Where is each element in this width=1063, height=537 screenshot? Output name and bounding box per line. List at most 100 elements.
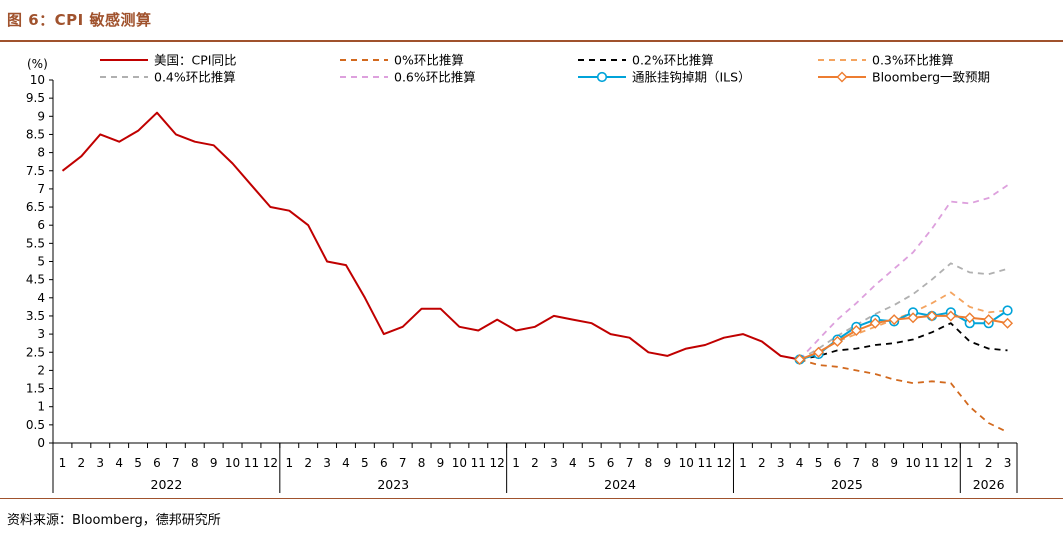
legend-item: 0.2%环比推算: [578, 53, 714, 68]
legend-label: 0.3%环比推算: [872, 53, 954, 68]
legend-item: 通胀挂钩掉期（ILS）: [578, 70, 751, 85]
legend-item: 0.3%环比推算: [818, 53, 954, 68]
x-year-label: 2023: [377, 477, 409, 492]
x-month-label: 1: [59, 456, 67, 470]
x-month-label: 2: [304, 456, 312, 470]
y-tick-label: 6: [37, 218, 45, 232]
y-tick-label: 1.5: [26, 382, 45, 396]
series-point: [1002, 305, 1013, 316]
x-month-label: 7: [853, 456, 861, 470]
x-month-label: 1: [739, 456, 747, 470]
legend-label: Bloomberg一致预期: [872, 70, 990, 85]
x-month-label: 3: [777, 456, 785, 470]
series-line: [799, 262, 1008, 361]
series-point: [945, 310, 957, 322]
y-tick-label: 4.5: [26, 273, 45, 287]
y-tick-label: 3: [37, 327, 45, 341]
x-month-label: 9: [210, 456, 218, 470]
y-tick-label: 8: [37, 146, 45, 160]
series-point: [831, 335, 843, 347]
x-month-label: 12: [943, 456, 958, 470]
x-month-label: 8: [191, 456, 199, 470]
y-tick-label: 5.5: [26, 236, 45, 250]
x-month-label: 3: [96, 456, 104, 470]
series-point: [907, 312, 919, 324]
axes-layer: 0 0.5 1 1.5 2 2.5 3 3.5 4 4.5 5 5.5 6 6.5 7 7.5 8 8.5 9 9.5…: [26, 73, 1018, 493]
x-month-label: 5: [588, 456, 596, 470]
series-line: [799, 358, 1008, 433]
y-tick-label: 4: [37, 291, 45, 305]
series-line: [799, 322, 1008, 361]
series-line: [61, 111, 800, 361]
x-month-label: 4: [569, 456, 577, 470]
x-month-label: 9: [663, 456, 671, 470]
series-7: [794, 310, 1014, 365]
series-point: [1002, 317, 1014, 329]
legend-item: 0.4%环比推算: [100, 70, 236, 85]
series-5: [798, 184, 1009, 361]
series-point: [836, 71, 848, 83]
x-month-label: 10: [452, 456, 467, 470]
y-axis-unit-label: (%): [27, 57, 48, 71]
legend-label: 通胀挂钩掉期（ILS）: [632, 70, 751, 85]
x-month-label: 4: [115, 456, 123, 470]
y-tick-label: 1: [37, 400, 45, 414]
series-point: [596, 71, 608, 83]
x-month-label: 10: [225, 456, 240, 470]
x-month-label: 1: [966, 456, 974, 470]
x-month-label: 5: [134, 456, 142, 470]
x-month-label: 11: [697, 456, 712, 470]
series-6: [794, 305, 1013, 365]
x-month-label: 9: [437, 456, 445, 470]
y-tick-label: 7: [37, 182, 45, 196]
y-tick-label: 2: [37, 363, 45, 377]
x-month-label: 5: [815, 456, 823, 470]
y-tick-label: 0: [37, 436, 45, 450]
series-4: [799, 262, 1008, 361]
legend-item: 美国：CPI同比: [100, 53, 236, 68]
x-year-label: 2022: [151, 477, 183, 492]
series-point: [850, 324, 862, 336]
series-line: [798, 184, 1009, 361]
x-month-label: 1: [512, 456, 520, 470]
top-divider: [0, 40, 1063, 42]
y-tick-label: 6.5: [26, 200, 45, 214]
x-month-label: 2: [531, 456, 539, 470]
x-month-label: 3: [1004, 456, 1012, 470]
series-point: [888, 314, 900, 326]
x-month-label: 8: [871, 456, 879, 470]
x-month-label: 2: [985, 456, 993, 470]
x-month-label: 2: [758, 456, 766, 470]
x-month-label: 4: [796, 456, 804, 470]
x-month-label: 11: [244, 456, 259, 470]
legend-item: 0%环比推算: [340, 53, 464, 68]
legend-label: 0%环比推算: [394, 53, 464, 68]
x-month-label: 4: [342, 456, 350, 470]
bottom-divider: [0, 498, 1063, 499]
series-point: [926, 310, 938, 322]
x-month-label: 8: [645, 456, 653, 470]
series-point: [794, 354, 806, 365]
x-month-label: 7: [626, 456, 634, 470]
y-tick-label: 3.5: [26, 309, 45, 323]
legend: 美国：CPI同比 0%环比推算 0.2%环比推算 0.3%环比推算 0.4%环比推算 0.…: [100, 53, 990, 85]
x-month-label: 7: [399, 456, 407, 470]
x-year-label: 2026: [973, 477, 1005, 492]
x-year-label: 2024: [604, 477, 636, 492]
legend-item: Bloomberg一致预期: [818, 70, 990, 85]
series-point: [964, 312, 976, 324]
x-month-label: 10: [905, 456, 920, 470]
series-point: [869, 317, 881, 329]
legend-label: 0.4%环比推算: [154, 70, 236, 85]
legend-label: 0.2%环比推算: [632, 53, 714, 68]
x-month-label: 7: [172, 456, 180, 470]
y-tick-label: 10: [30, 73, 45, 87]
series-point: [983, 314, 995, 326]
y-tick-label: 2.5: [26, 345, 45, 359]
series-point: [813, 346, 825, 358]
x-month-label: 6: [153, 456, 161, 470]
y-tick-label: 8.5: [26, 127, 45, 141]
x-month-label: 3: [323, 456, 331, 470]
x-month-label: 12: [490, 456, 505, 470]
